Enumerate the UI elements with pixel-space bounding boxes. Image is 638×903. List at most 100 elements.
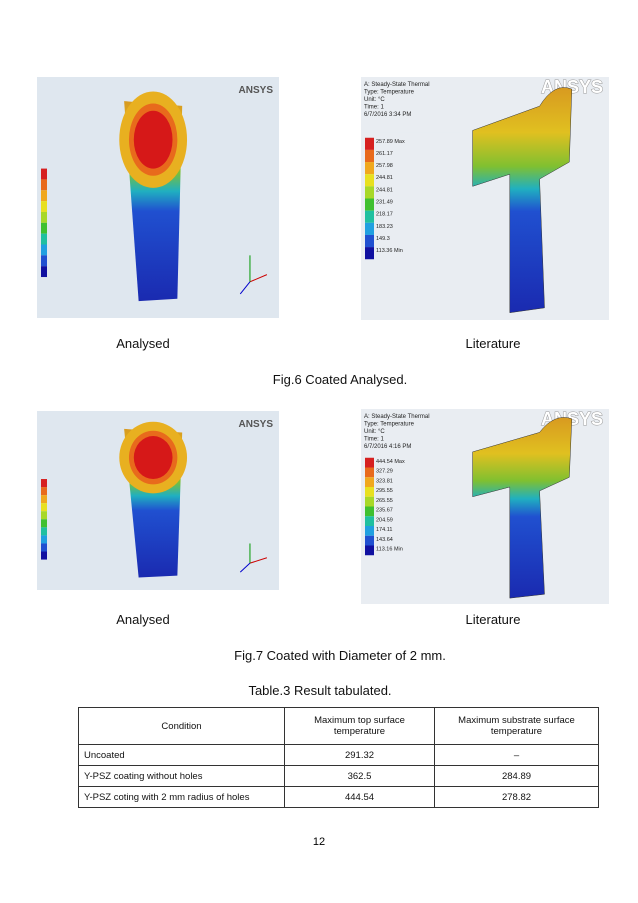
legend-swatch	[365, 234, 374, 248]
legend-swatch	[365, 506, 374, 517]
legend-swatch	[365, 174, 374, 187]
legend-swatch	[41, 503, 47, 512]
header-cell: Condition	[78, 707, 285, 745]
header-bg	[361, 77, 461, 133]
table-cell: 291.32	[284, 744, 435, 766]
legend-swatch	[41, 211, 47, 223]
image-header: A: Steady-State Thermal	[364, 414, 430, 420]
legend-swatch	[41, 233, 47, 245]
ansys-logo: ANSYS	[239, 419, 274, 430]
legend-label: 261.17	[376, 151, 393, 157]
legend-swatch	[365, 535, 374, 546]
figure-caption: Fig.6 Coated Analysed.	[272, 372, 408, 387]
axis-z	[239, 281, 251, 295]
legend-swatch	[365, 247, 374, 260]
legend-swatch	[41, 487, 47, 496]
legend-swatch	[41, 244, 47, 256]
legend-label: 444.54 Max	[376, 459, 405, 465]
legend-swatch	[41, 266, 47, 278]
legend-label: 323.81	[376, 478, 393, 484]
legend-swatch	[365, 467, 374, 478]
image-header: Time: 1	[364, 105, 384, 111]
model-bracket	[472, 87, 573, 313]
table-cell: Y-PSZ coating without holes	[78, 765, 285, 787]
legend-label: 174.11	[376, 527, 392, 533]
legend-label: 257.98	[376, 163, 393, 169]
table-cell: 284.89	[434, 765, 599, 787]
panel-caption: Literature	[465, 336, 521, 351]
legend-label: 295.55	[376, 488, 393, 494]
legend-label: 265.55	[376, 498, 393, 504]
legend-label: 244.81	[376, 187, 393, 193]
table-header: Condition Maximum top surface temperatur…	[78, 707, 599, 745]
image-header: A: Steady-State Thermal	[364, 82, 430, 88]
simulation-image: ANSYS	[37, 411, 279, 590]
legend-swatch	[41, 168, 47, 180]
table-caption: Table.3 Result tabulated.	[248, 683, 392, 698]
legend-swatch	[365, 137, 374, 150]
legend-swatch	[365, 222, 374, 235]
header-bg	[361, 409, 461, 454]
legend-swatch	[365, 477, 374, 487]
legend-label: 113.16 Min	[376, 547, 403, 553]
legend-swatch	[365, 516, 374, 526]
legend-label: 183.23	[376, 224, 393, 230]
legend-swatch	[41, 255, 47, 267]
panel-caption: Analysed	[116, 612, 170, 627]
legend-swatch	[41, 527, 47, 536]
legend-label: 235.67	[376, 508, 393, 514]
legend-swatch	[365, 496, 374, 507]
table-cell: Y-PSZ coting with 2 mm radius of holes	[78, 786, 285, 808]
legend-label: 327.29	[376, 469, 393, 475]
ansys-logo: ANSYS	[239, 85, 274, 96]
legend-label: 149.3	[376, 236, 390, 242]
legend-swatch	[365, 149, 374, 163]
legend-swatch	[365, 526, 374, 536]
legend-swatch	[365, 210, 374, 223]
image-header: Type: Temperature	[364, 422, 415, 428]
header-cell: Maximum substrate surface temperature	[434, 707, 599, 745]
legend-swatch	[41, 519, 47, 528]
legend-swatch	[365, 545, 374, 556]
legend-label: 218.17	[376, 212, 393, 218]
figure-caption: Fig.7 Coated with Diameter of 2 mm.	[234, 648, 446, 663]
legend-swatch	[41, 222, 47, 234]
model-hot	[133, 436, 173, 480]
legend-label: 113.36 Min	[376, 248, 403, 254]
table-cell: Uncoated	[78, 744, 285, 766]
image-header: Type: Temperature	[364, 90, 415, 96]
simulation-image: ANSYS	[37, 77, 279, 318]
page-number: 12	[312, 836, 326, 848]
legend-label: 244.81	[376, 175, 393, 181]
axis-z	[239, 562, 251, 573]
legend-swatch	[41, 543, 47, 552]
table-cell: –	[434, 744, 599, 766]
legend-label: 143.64	[376, 537, 393, 543]
image-header: 6/7/2016 3:34 PM	[364, 112, 411, 118]
legend-swatch	[365, 162, 374, 175]
legend-swatch	[365, 487, 374, 497]
legend-label: 231.49	[376, 200, 393, 206]
table-row: Y-PSZ coting with 2 mm radius of holes 44…	[78, 786, 599, 808]
model-hot	[133, 110, 173, 169]
legend-swatch	[41, 201, 47, 212]
table-row: Uncoated 291.32–	[78, 744, 599, 766]
legend-swatch	[365, 198, 374, 211]
table-row: Y-PSZ coating without holes 362.5 284.89	[78, 765, 599, 787]
legend-swatch	[41, 495, 47, 504]
legend-swatch	[365, 186, 374, 199]
model-bracket	[472, 417, 573, 599]
legend-label: 257.89 Max	[376, 139, 405, 145]
axis-x	[249, 557, 268, 564]
result-table: Condition Maximum top surface temperatur…	[78, 707, 599, 808]
image-header: 6/7/2016 4:16 PM	[364, 444, 411, 450]
legend-swatch	[41, 479, 47, 488]
axis-x	[249, 274, 268, 283]
legend-swatch	[41, 190, 47, 202]
table-cell: 278.82	[434, 786, 599, 808]
legend-swatch	[41, 551, 47, 560]
image-header: Unit: °C	[364, 97, 385, 103]
